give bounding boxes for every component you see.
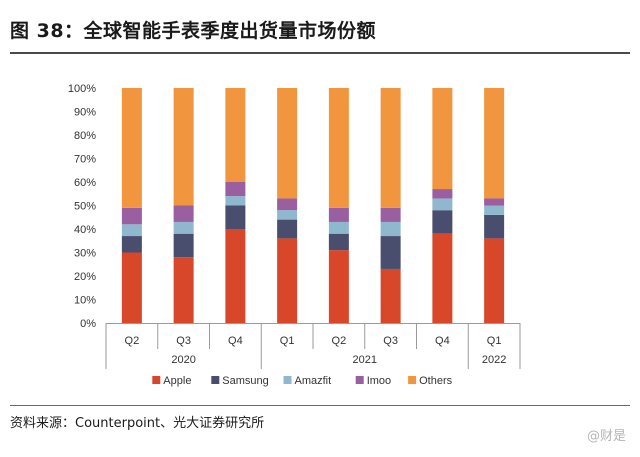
legend-swatch-samsung [211,376,220,384]
bar-segment-amazfit [432,198,453,211]
legend-swatch-imoo [355,376,364,384]
bar-segment-samsung [432,210,453,234]
x-category-label: Q2 [125,335,140,347]
legend-swatch-others [408,376,417,384]
x-category-label: Q3 [176,335,191,347]
x-category-label: Q1 [280,335,295,347]
bar-segment-samsung [121,236,142,253]
bar-segment-others [484,88,505,199]
legend: Apple Samsung Amazfit Imoo Others [152,375,453,387]
y-tick-label: 60% [74,177,96,189]
y-tick-label: 30% [74,248,96,260]
bars [121,88,505,323]
bar-segment-imoo [225,182,246,197]
bar-segment-samsung [328,233,349,251]
figure-title: 图 38：全球智能手表季度出货量市场份额 [10,20,377,42]
title-divider [10,52,630,54]
bar-segment-imoo [173,205,194,222]
bar-segment-samsung [173,233,194,258]
y-tick-label: 10% [74,295,96,307]
bar-segment-others [328,88,349,208]
bar-segment-amazfit [173,221,194,234]
bar-segment-amazfit [380,221,401,237]
legend-swatch-amazfit [283,376,292,384]
y-tick-label: 20% [74,271,96,283]
legend-label-amazfit: Amazfit [295,375,332,387]
y-tick-label: 0% [80,318,96,330]
bar-segment-apple [380,268,401,323]
bar-segment-imoo [380,207,401,222]
x-category-label: Q4 [228,335,243,347]
stacked-bar-chart: 0% 10% 20% 30% 40% 50% 60% 70% 80% 90% 100% Q2 Q3 Q4… [68,83,521,387]
bar-segment-others [225,88,246,182]
x-year-label: 2022 [482,354,506,366]
y-axis: 0% 10% 20% 30% 40% 50% 60% 70% 80% 90% 100% [68,83,96,330]
footer-divider [10,405,630,406]
bar-segment-others [121,88,142,208]
y-tick-label: 40% [74,224,96,236]
bar-segment-apple [484,238,505,323]
bar-segment-others [432,88,453,190]
bar-segment-amazfit [484,205,505,215]
legend-label-others: Others [419,375,453,387]
x-year-label: 2021 [353,354,377,366]
bar-segment-imoo [484,198,505,206]
watermark: @财是 [586,429,626,444]
bar-segment-samsung [380,236,401,269]
bar-segment-samsung [484,214,505,239]
legend-swatch-apple [152,376,161,384]
bar-segment-amazfit [328,221,349,234]
bar-segment-samsung [225,205,246,229]
bar-segment-apple [328,250,349,323]
x-axis: Q2 Q3 Q4 Q1 Q2 Q3 Q4 Q1 2020 2021 2022 [105,323,521,369]
y-tick-label: 70% [74,154,96,166]
bar-segment-amazfit [121,224,142,237]
bar-segment-imoo [328,207,349,222]
legend-label-imoo: Imoo [367,375,391,387]
bar-segment-apple [225,229,246,323]
bar-segment-imoo [121,207,142,225]
bar-segment-others [380,88,401,208]
x-category-label: Q3 [383,335,398,347]
source-note: 资料来源：Counterpoint、光大证券研究所 [10,416,265,431]
y-tick-label: 90% [74,107,96,119]
y-tick-label: 100% [68,83,96,95]
bar-segment-apple [432,233,453,323]
y-tick-label: 50% [74,201,96,213]
x-category-label: Q2 [332,335,347,347]
x-category-label: Q1 [487,335,502,347]
x-year-label: 2020 [171,354,195,366]
bar-segment-amazfit [225,196,246,206]
y-tick-label: 80% [74,130,96,142]
bar-segment-samsung [277,219,298,239]
legend-label-apple: Apple [163,375,191,387]
legend-label-samsung: Samsung [222,375,268,387]
bar-segment-amazfit [277,210,298,220]
bar-segment-imoo [277,198,298,211]
bar-segment-others [277,88,298,199]
bar-segment-apple [121,252,142,323]
bar-segment-others [173,88,194,206]
bar-segment-imoo [432,189,453,199]
x-category-label: Q4 [435,335,450,347]
bar-segment-apple [173,257,194,323]
bar-segment-apple [277,238,298,323]
